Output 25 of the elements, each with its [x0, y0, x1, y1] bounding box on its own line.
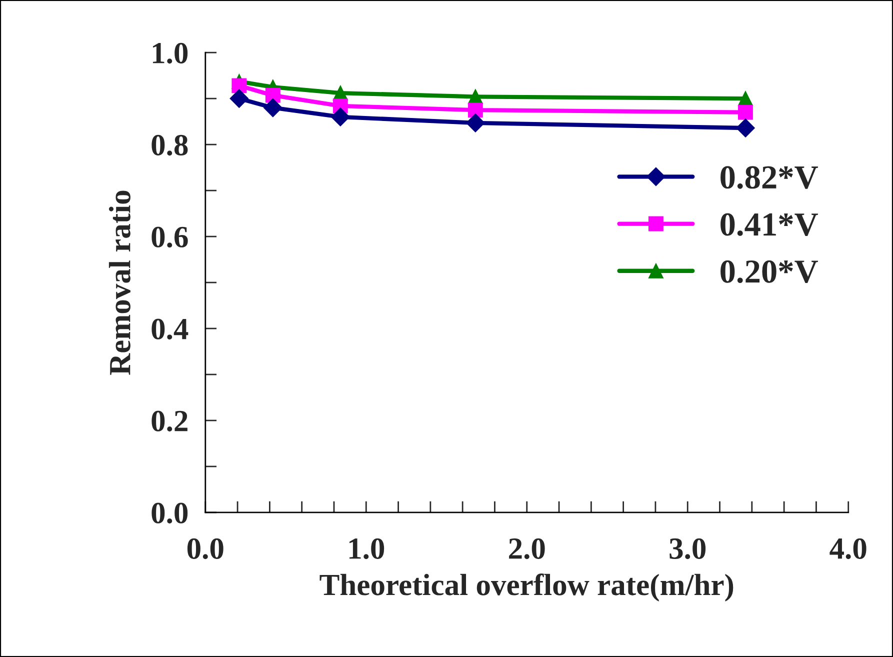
point [736, 118, 755, 138]
legend-label: 0.20*V [720, 260, 818, 284]
point [331, 108, 350, 126]
y-tick-label: 0.0 [152, 502, 188, 524]
y-tick-label: 0.4 [152, 318, 188, 340]
x-tick-label: 1.0 [349, 538, 384, 560]
y-tick-label: 1.0 [152, 42, 188, 64]
y-tick-label: 0.8 [152, 134, 188, 156]
x-axis-title: Theoretical overflow rate(m/hr) [320, 574, 734, 602]
y-axis-title: Removal ratio [108, 190, 130, 375]
x-tick-label: 3.0 [670, 538, 706, 560]
y-tick-label: 0.2 [152, 410, 188, 432]
text: 0.0 [187, 538, 224, 560]
point [265, 88, 280, 103]
point [230, 89, 249, 108]
legend-label: 0.41*V [720, 213, 818, 236]
point [738, 104, 753, 120]
point [264, 98, 282, 118]
legend-label: 0.82*V [720, 166, 818, 189]
x-tick-label: 2.0 [509, 538, 545, 560]
y-tick-label: 0.6 [152, 226, 188, 248]
point [468, 102, 483, 118]
point [232, 78, 247, 94]
x-tick-label: 4.0 [830, 538, 866, 560]
point [466, 114, 485, 132]
